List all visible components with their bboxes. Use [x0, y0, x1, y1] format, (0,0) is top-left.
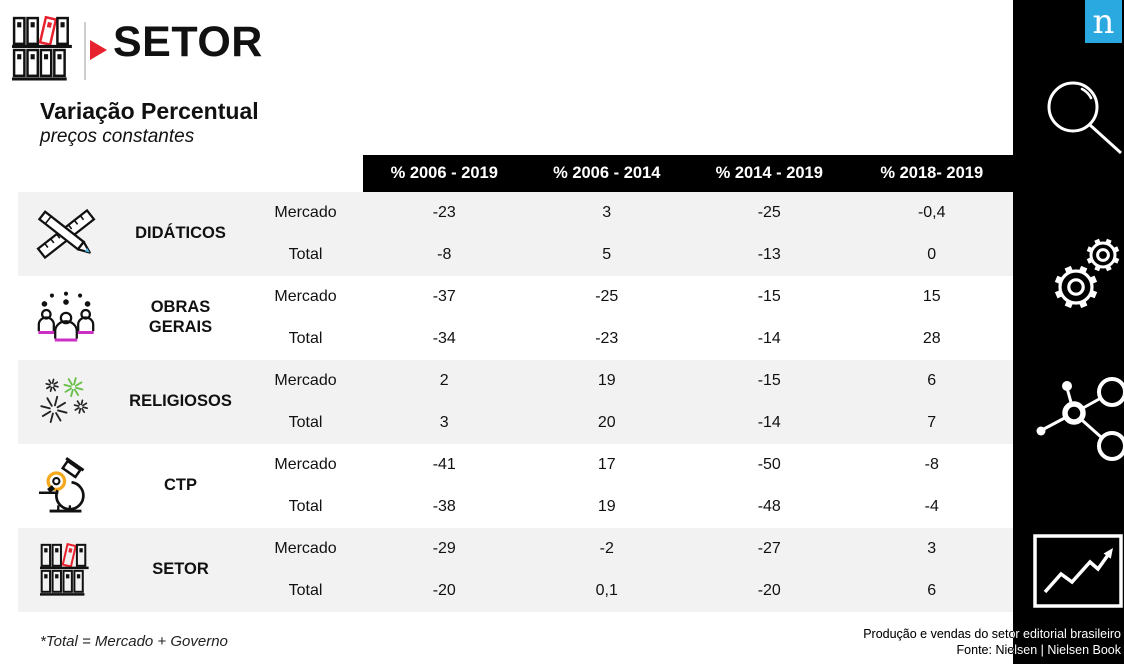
row-label-total: Total: [288, 582, 323, 599]
value-total-col1: -23: [595, 330, 619, 347]
value-mercado-col0: -29: [432, 540, 456, 557]
value-total-col0: 3: [439, 414, 449, 431]
value-total-col3: 0: [927, 246, 937, 263]
sparkles-icon: [18, 360, 113, 444]
value-total-col1: 20: [597, 414, 616, 431]
value-total-col3: -4: [924, 498, 939, 515]
value-mercado-col2: -50: [757, 456, 781, 473]
footnote: *Total = Mercado + Governo: [40, 633, 228, 650]
row-label-total: Total: [288, 330, 323, 347]
value-total-col0: -20: [432, 582, 456, 599]
row-label-mercado: Mercado: [274, 204, 337, 221]
table-group-obras-gerais: OBRAS GERAIS Mercado -37 -25 -15 15 Tota…: [18, 276, 1013, 360]
value-total-col0: -38: [432, 498, 456, 515]
value-total-col1: 19: [597, 498, 616, 515]
value-mercado-col2: -25: [757, 204, 781, 221]
value-total-col2: -14: [757, 414, 781, 431]
row-label-total: Total: [288, 246, 323, 263]
value-mercado-col3: -0,4: [917, 204, 946, 221]
row-label-total: Total: [288, 498, 323, 515]
value-mercado-col3: 3: [927, 540, 937, 557]
value-total-col3: 6: [927, 582, 937, 599]
value-total-col3: 28: [922, 330, 941, 347]
value-mercado-col1: -2: [599, 540, 614, 557]
logo-divider: [84, 22, 86, 80]
row-label-mercado: Mercado: [274, 456, 337, 473]
microscope-icon: [18, 444, 113, 528]
table-header: % 2006 - 2019 % 2006 - 2014 % 2014 - 201…: [363, 155, 1013, 192]
table-group-religiosos: RELIGIOSOS Mercado 2 19 -15 6 Total 3 20…: [18, 360, 1013, 444]
value-total-col1: 5: [602, 246, 612, 263]
column-header: % 2018- 2019: [880, 164, 984, 182]
value-mercado-col0: -37: [432, 288, 456, 305]
audience-icon: [18, 276, 113, 360]
gears-icon: [1035, 230, 1123, 321]
network-icon: [1031, 368, 1124, 471]
table-group-setor: SETOR Mercado -29 -2 -27 3 Total -20 0,1…: [18, 528, 1013, 612]
value-mercado-col0: -23: [432, 204, 456, 221]
column-header: % 2014 - 2019: [715, 164, 823, 182]
nielsen-logo-letter: n: [1092, 1, 1115, 42]
value-mercado-col2: -27: [757, 540, 781, 557]
value-mercado-col3: -8: [924, 456, 939, 473]
column-header: % 2006 - 2014: [553, 164, 661, 182]
group-name: SETOR: [152, 560, 209, 579]
value-total-col0: -8: [437, 246, 452, 263]
magnifier-icon: [1021, 80, 1123, 165]
value-total-col2: -13: [757, 246, 781, 263]
nielsen-logo: n: [1085, 0, 1122, 43]
source-line1: Produção e vendas do setor editorial bra…: [863, 627, 1121, 641]
column-header: % 2006 - 2019: [390, 164, 498, 182]
chart-trend-icon: [1033, 534, 1123, 613]
variation-table: % 2006 - 2019 % 2006 - 2014 % 2014 - 201…: [18, 155, 1013, 612]
value-mercado-col3: 6: [927, 372, 937, 389]
section-heading: Variação Percentual: [40, 98, 259, 124]
table-group-didaticos: DIDÁTICOS Mercado -23 3 -25 -0,4 Total -…: [18, 192, 1013, 276]
value-total-col3: 7: [927, 414, 937, 431]
value-total-col2: -48: [757, 498, 781, 515]
ruler-pencil-icon: [18, 192, 113, 276]
value-mercado-col0: 2: [439, 372, 449, 389]
source-note: Produção e vendas do setor editorial bra…: [863, 626, 1121, 658]
row-label-total: Total: [288, 414, 323, 431]
value-mercado-col1: 19: [597, 372, 616, 389]
bookshelf-logo-icon: [12, 15, 76, 84]
table-group-ctp: CTP Mercado -41 17 -50 -8 Total -38 19 -…: [18, 444, 1013, 528]
sidebar: n: [1013, 0, 1124, 664]
value-mercado-col2: -15: [757, 288, 781, 305]
value-mercado-col2: -15: [757, 372, 781, 389]
row-label-mercado: Mercado: [274, 372, 337, 389]
page-title: SETOR: [113, 18, 263, 66]
red-arrow-icon: [90, 40, 107, 60]
value-total-col2: -14: [757, 330, 781, 347]
value-mercado-col1: -25: [595, 288, 619, 305]
value-mercado-col0: -41: [432, 456, 456, 473]
row-label-mercado: Mercado: [274, 540, 337, 557]
value-total-col2: -20: [757, 582, 781, 599]
value-mercado-col3: 15: [922, 288, 941, 305]
group-name: DIDÁTICOS: [135, 224, 226, 243]
group-name: RELIGIOSOS: [129, 392, 232, 411]
value-mercado-col1: 17: [597, 456, 616, 473]
section-subheading: preços constantes: [40, 126, 195, 147]
value-total-col0: -34: [432, 330, 456, 347]
bookshelf-icon: [18, 528, 113, 612]
value-mercado-col1: 3: [602, 204, 612, 221]
source-line2: Fonte: Nielsen | Nielsen Book: [956, 643, 1121, 657]
row-label-mercado: Mercado: [274, 288, 337, 305]
group-name: CTP: [164, 476, 197, 495]
value-total-col1: 0,1: [595, 582, 618, 599]
group-name: OBRAS GERAIS: [148, 298, 213, 336]
